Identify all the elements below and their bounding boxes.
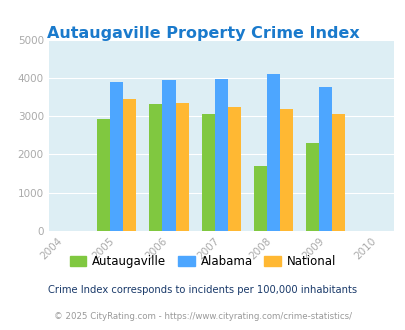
Text: Autaugaville Property Crime Index: Autaugaville Property Crime Index (47, 26, 358, 41)
Bar (97, 119, 110, 231)
Bar (279, 109, 292, 231)
Legend: Autaugaville, Alabama, National: Autaugaville, Alabama, National (65, 250, 340, 273)
Bar (214, 79, 227, 231)
Text: Crime Index corresponds to incidents per 100,000 inhabitants: Crime Index corresponds to incidents per… (48, 285, 357, 295)
Bar (110, 82, 123, 231)
Bar (318, 87, 332, 231)
Bar (253, 166, 266, 231)
Bar (227, 107, 240, 231)
Bar (123, 99, 136, 231)
Bar (149, 104, 162, 231)
Bar (201, 114, 214, 231)
Bar (305, 143, 318, 231)
Bar (332, 114, 345, 231)
Text: © 2025 CityRating.com - https://www.cityrating.com/crime-statistics/: © 2025 CityRating.com - https://www.city… (54, 312, 351, 321)
Bar (266, 74, 279, 231)
Bar (162, 80, 175, 231)
Bar (175, 103, 188, 231)
